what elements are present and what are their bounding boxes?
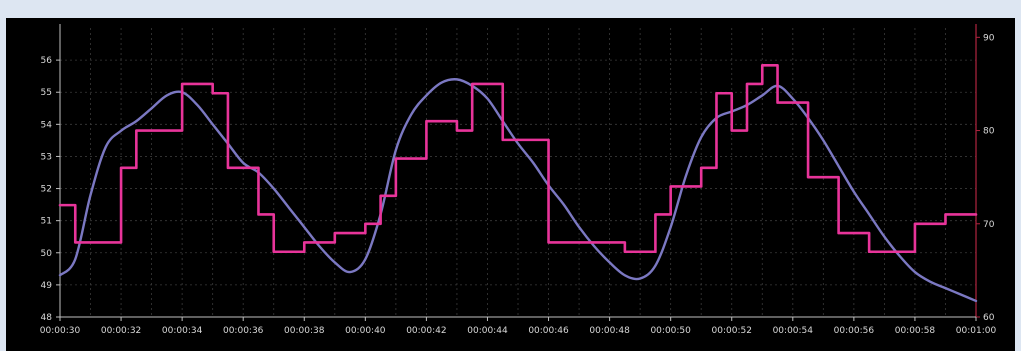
x-tick-label: 00:00:54 [773, 326, 814, 336]
left-tick-label: 50 [41, 249, 53, 259]
left-tick-label: 54 [41, 120, 53, 130]
x-tick-label: 00:00:48 [589, 326, 630, 336]
x-tick-label: 00:00:50 [650, 326, 691, 336]
right-tick-label: 70 [983, 220, 995, 230]
left-tick-label: 56 [41, 56, 53, 66]
grid [59, 28, 977, 318]
left-tick-label: 52 [41, 185, 52, 195]
x-tick-label: 00:00:30 [40, 326, 81, 336]
x-tick-label: 00:00:32 [101, 326, 141, 336]
x-tick-label: 00:01:00 [956, 326, 997, 336]
line-chart: 48 49 50 51 52 53 54 55 56 60 70 80 90 00:00:30 00:00:… [40, 24, 997, 336]
left-tick-label: 49 [41, 281, 53, 291]
chart-panel: 48 49 50 51 52 53 54 55 56 60 70 80 90 00:00:30 00:00:… [6, 18, 1015, 351]
tick-labels: 48 49 50 51 52 53 54 55 56 60 70 80 90 00:00:30 00:00:… [40, 33, 997, 336]
series-line-smooth [58, 78, 978, 303]
x-tick-label: 00:00:58 [895, 326, 936, 336]
x-tick-label: 00:00:44 [467, 326, 508, 336]
axes [56, 24, 980, 321]
left-tick-label: 48 [41, 313, 53, 323]
x-tick-label: 00:00:38 [284, 326, 325, 336]
series [58, 63, 978, 303]
left-tick-label: 51 [41, 217, 52, 227]
x-tick-label: 00:00:40 [345, 326, 386, 336]
x-tick-label: 00:00:36 [223, 326, 264, 336]
x-tick-label: 00:00:52 [712, 326, 752, 336]
right-tick-label: 60 [983, 313, 995, 323]
x-tick-label: 00:00:42 [406, 326, 446, 336]
left-tick-label: 53 [41, 152, 52, 162]
left-tick-label: 55 [41, 88, 52, 98]
right-tick-label: 80 [983, 127, 995, 137]
x-tick-label: 00:00:46 [528, 326, 569, 336]
series-line-step [58, 63, 978, 254]
x-tick-label: 00:00:34 [162, 326, 203, 336]
right-tick-label: 90 [983, 33, 995, 43]
x-tick-label: 00:00:56 [834, 326, 875, 336]
